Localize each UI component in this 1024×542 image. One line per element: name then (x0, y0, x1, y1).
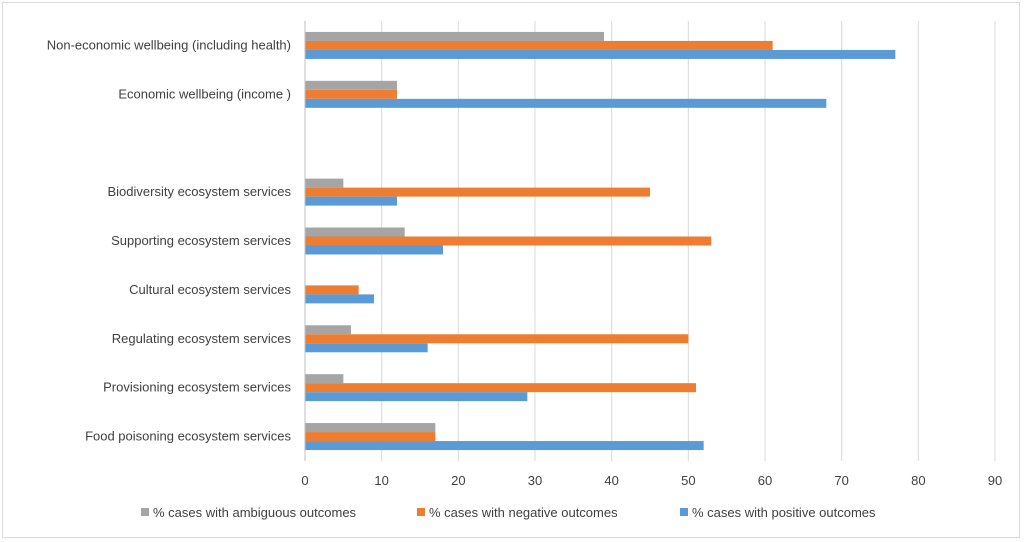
bar (305, 40, 773, 50)
bar (305, 89, 397, 99)
category-label: Regulating ecosystem services (112, 331, 292, 346)
x-tick-label: 60 (758, 473, 772, 488)
bar (305, 423, 436, 433)
bar (305, 343, 428, 353)
bar (305, 245, 443, 255)
bar (305, 31, 604, 41)
bar (305, 285, 359, 295)
category-label: Cultural ecosystem services (129, 282, 291, 297)
bar (305, 383, 696, 393)
category-label: Provisioning ecosystem services (103, 380, 291, 395)
bar (305, 325, 351, 335)
bar (305, 196, 397, 206)
bars (305, 31, 896, 451)
legend-label: % cases with ambiguous outcomes (153, 505, 357, 520)
legend-swatch (417, 508, 425, 516)
bar (305, 441, 704, 451)
bar (305, 392, 528, 402)
legend-swatch (680, 508, 688, 516)
legend-swatch (141, 508, 149, 516)
legend-label: % cases with negative outcomes (429, 505, 618, 520)
x-tick-label: 0 (301, 473, 308, 488)
bar (305, 98, 827, 108)
bar (305, 294, 374, 304)
category-label: Non-economic wellbeing (including health… (47, 37, 291, 52)
bar (305, 227, 405, 237)
x-tick-label: 30 (528, 473, 542, 488)
x-tick-label: 70 (834, 473, 848, 488)
bar (305, 432, 436, 442)
x-tick-label: 50 (681, 473, 695, 488)
x-tick-label: 80 (911, 473, 925, 488)
category-label: Economic wellbeing (income ) (118, 86, 291, 101)
x-tick-label: 10 (374, 473, 388, 488)
bar (305, 178, 344, 188)
bar (305, 49, 896, 59)
x-tick-labels: 0 10 20 30 40 50 60 70 80 90 (301, 473, 1002, 488)
bar (305, 334, 689, 344)
category-label: Biodiversity ecosystem services (108, 184, 292, 199)
legend: % cases with ambiguous outcomes % cases w… (141, 505, 876, 520)
bar-chart: Non-economic wellbeing (including health… (47, 21, 1002, 520)
category-label: Supporting ecosystem services (111, 233, 291, 248)
bar (305, 236, 712, 246)
x-tick-label: 40 (604, 473, 618, 488)
category-labels: Non-economic wellbeing (including health… (47, 37, 292, 443)
bar (305, 374, 344, 384)
x-tick-label: 90 (988, 473, 1002, 488)
category-label: Food poisoning ecosystem services (85, 429, 291, 444)
legend-label: % cases with positive outcomes (692, 505, 876, 520)
x-tick-label: 20 (451, 473, 465, 488)
bar (305, 80, 397, 90)
bar (305, 187, 650, 197)
